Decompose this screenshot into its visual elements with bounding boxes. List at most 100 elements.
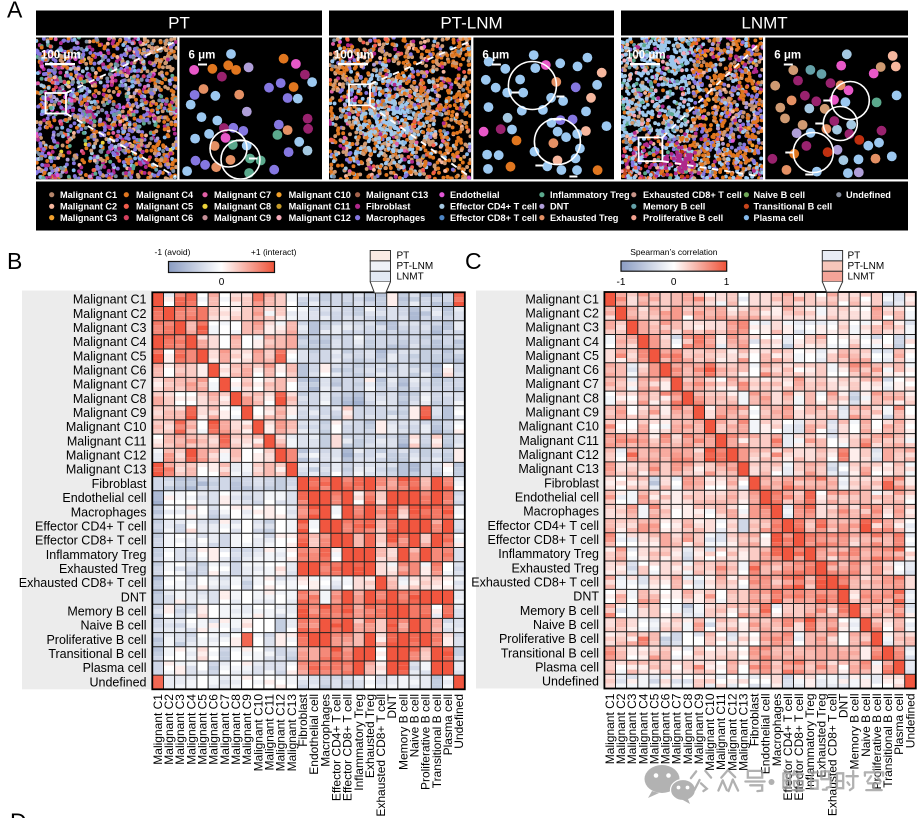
- svg-text:PT-LNM: PT-LNM: [848, 261, 885, 272]
- svg-text:Malignant C4: Malignant C4: [525, 335, 599, 349]
- svg-text:PT: PT: [848, 251, 861, 262]
- svg-text:Malignant C9: Malignant C9: [214, 213, 271, 223]
- svg-text:Malignant C1: Malignant C1: [525, 292, 599, 306]
- svg-text:Undefined: Undefined: [846, 190, 891, 200]
- svg-text:Inflammatory Treg: Inflammatory Treg: [498, 547, 599, 561]
- svg-text:Malignant C1: Malignant C1: [60, 190, 117, 200]
- svg-text:Malignant C12: Malignant C12: [289, 213, 351, 223]
- svg-text:Exhausted CD8+ T cell: Exhausted CD8+ T cell: [643, 190, 742, 200]
- svg-text:Malignant C8: Malignant C8: [73, 392, 147, 406]
- svg-text:Undefined: Undefined: [542, 675, 599, 689]
- svg-text:Spearman’s correlation: Spearman’s correlation: [630, 247, 718, 257]
- svg-text:Malignant C2: Malignant C2: [525, 306, 599, 320]
- svg-text:Transitional B cell: Transitional B cell: [48, 647, 146, 661]
- svg-text:6 μm: 6 μm: [189, 50, 216, 62]
- svg-text:Malignant C8: Malignant C8: [525, 391, 599, 405]
- svg-text:Exhausted CD8+ T cell: Exhausted CD8+ T cell: [19, 576, 147, 590]
- svg-text:Fibroblast: Fibroblast: [92, 477, 147, 491]
- svg-text:Malignant C5: Malignant C5: [73, 349, 147, 363]
- svg-text:Effector CD4+ T cell: Effector CD4+ T cell: [35, 520, 147, 534]
- svg-text:Effector CD4+ T cell: Effector CD4+ T cell: [450, 202, 537, 212]
- svg-text:Exhausted Treg: Exhausted Treg: [550, 213, 618, 223]
- svg-text:B: B: [7, 248, 22, 274]
- svg-text:Plasma cell: Plasma cell: [83, 661, 147, 675]
- svg-text:Exhausted Treg: Exhausted Treg: [59, 562, 147, 576]
- svg-text:DNT: DNT: [121, 590, 147, 604]
- svg-text:Undefined: Undefined: [452, 694, 466, 749]
- svg-text:LNMT: LNMT: [397, 271, 424, 282]
- svg-text:Malignant C7: Malignant C7: [525, 377, 599, 391]
- svg-text:Undefined: Undefined: [90, 675, 147, 689]
- svg-text:DNT: DNT: [573, 590, 599, 604]
- svg-text:-1 (avoid): -1 (avoid): [155, 247, 191, 257]
- svg-text:Memory B cell: Memory B cell: [643, 202, 705, 212]
- svg-text:100 μm: 100 μm: [626, 50, 666, 62]
- svg-text:Malignant C10: Malignant C10: [289, 190, 351, 200]
- svg-text:6 μm: 6 μm: [482, 50, 509, 62]
- svg-text:Malignant C7: Malignant C7: [214, 190, 271, 200]
- svg-text:Fibroblast: Fibroblast: [366, 202, 410, 212]
- svg-text:Proliferative B cell: Proliferative B cell: [46, 633, 146, 647]
- svg-text:-1: -1: [617, 277, 626, 288]
- svg-text:Malignant C9: Malignant C9: [73, 406, 147, 420]
- svg-text:Fibroblast: Fibroblast: [544, 476, 599, 490]
- svg-text:Malignant C2: Malignant C2: [73, 307, 147, 321]
- svg-text:+1 (interact): +1 (interact): [251, 247, 297, 257]
- svg-text:LNMT: LNMT: [848, 271, 875, 282]
- svg-text:Malignant C3: Malignant C3: [60, 213, 117, 223]
- svg-text:Malignant C3: Malignant C3: [73, 321, 147, 335]
- svg-text:Exhausted Treg: Exhausted Treg: [511, 561, 599, 575]
- svg-text:Macrophages: Macrophages: [366, 213, 425, 223]
- svg-text:Inflammatory Treg: Inflammatory Treg: [46, 548, 147, 562]
- svg-text:C: C: [465, 248, 482, 274]
- svg-text:Endothelial cell: Endothelial cell: [515, 491, 599, 505]
- svg-text:Naive B cell: Naive B cell: [81, 619, 147, 633]
- svg-text:Malignant C9: Malignant C9: [525, 406, 599, 420]
- svg-text:Malignant C12: Malignant C12: [66, 449, 147, 463]
- svg-text:Malignant C5: Malignant C5: [136, 202, 193, 212]
- svg-text:LNMT: LNMT: [741, 14, 787, 33]
- svg-text:Transitional B cell: Transitional B cell: [501, 646, 599, 660]
- svg-text:Naive B cell: Naive B cell: [754, 190, 806, 200]
- svg-text:0: 0: [671, 277, 677, 288]
- svg-text:Naive B cell: Naive B cell: [533, 618, 599, 632]
- svg-text:Malignant C4: Malignant C4: [136, 190, 194, 200]
- svg-text:Endothelial cell: Endothelial cell: [62, 491, 146, 505]
- svg-text:PT-LNM: PT-LNM: [397, 261, 434, 272]
- svg-text:100 μm: 100 μm: [41, 50, 81, 62]
- svg-text:Macrophages: Macrophages: [523, 505, 599, 519]
- svg-text:Malignant C2: Malignant C2: [60, 202, 117, 212]
- svg-text:Malignant C7: Malignant C7: [73, 378, 147, 392]
- svg-text:Malignant C13: Malignant C13: [366, 190, 428, 200]
- svg-text:Malignant C3: Malignant C3: [525, 321, 599, 335]
- svg-text:Malignant C10: Malignant C10: [518, 420, 599, 434]
- svg-text:Malignant C11: Malignant C11: [67, 434, 147, 448]
- svg-text:Effector CD8+ T cell: Effector CD8+ T cell: [450, 213, 537, 223]
- svg-text:Effector CD4+ T cell: Effector CD4+ T cell: [487, 519, 599, 533]
- svg-text:Effector CD8+ T cell: Effector CD8+ T cell: [487, 533, 599, 547]
- svg-text:DNT: DNT: [550, 202, 569, 212]
- svg-text:Malignant C6: Malignant C6: [136, 213, 193, 223]
- svg-text:Transitional B cell: Transitional B cell: [754, 202, 833, 212]
- svg-text:Plasma cell: Plasma cell: [535, 660, 599, 674]
- svg-text:Malignant C13: Malignant C13: [518, 462, 599, 476]
- svg-text:PT-LNM: PT-LNM: [440, 14, 502, 33]
- svg-text:Malignant C8: Malignant C8: [214, 202, 271, 212]
- svg-text:A: A: [7, 0, 23, 23]
- svg-text:Malignant C10: Malignant C10: [66, 420, 147, 434]
- svg-text:Malignant C6: Malignant C6: [73, 364, 147, 378]
- svg-text:PT: PT: [168, 14, 190, 33]
- svg-text:Malignant C5: Malignant C5: [525, 349, 599, 363]
- svg-text:Malignant C4: Malignant C4: [73, 335, 147, 349]
- svg-text:D: D: [10, 809, 27, 818]
- svg-text:Malignant C13: Malignant C13: [66, 463, 147, 477]
- svg-text:Inflammatory Treg: Inflammatory Treg: [550, 190, 630, 200]
- svg-text:Proliferative B cell: Proliferative B cell: [499, 632, 599, 646]
- svg-text:Memory B cell: Memory B cell: [520, 604, 599, 618]
- svg-text:Malignant C11: Malignant C11: [289, 202, 351, 212]
- svg-text:Malignant C11: Malignant C11: [519, 434, 599, 448]
- svg-text:Malignant C12: Malignant C12: [518, 448, 599, 462]
- svg-text:Malignant C1: Malignant C1: [73, 293, 147, 307]
- svg-text:1: 1: [724, 277, 730, 288]
- svg-text:Malignant C6: Malignant C6: [525, 363, 599, 377]
